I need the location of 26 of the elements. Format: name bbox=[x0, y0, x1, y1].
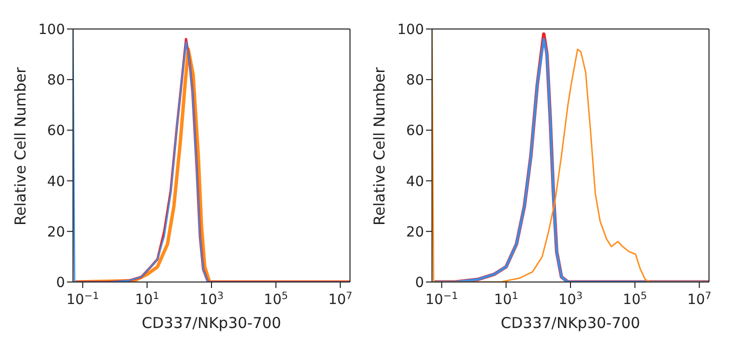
y-tick-label: 40 bbox=[406, 174, 424, 190]
x-tick-label: 10$^{5}$ bbox=[264, 290, 288, 308]
y-axis-title: Relative Cell Number bbox=[11, 66, 30, 226]
x-tick-label: 10$^{−1}$ bbox=[425, 290, 458, 308]
y-tick-label: 80 bbox=[47, 72, 65, 89]
x-tick-label: 10$^{1}$ bbox=[134, 290, 160, 308]
x-tick-label: 10$^{−1}$ bbox=[66, 290, 99, 308]
x-axis-title: CD337/NKp30-700 bbox=[500, 314, 640, 332]
y-tick-label: 100 bbox=[38, 22, 65, 38]
y-tick-label: 60 bbox=[47, 123, 65, 140]
y-tick-label: 20 bbox=[47, 224, 65, 240]
y-tick-label: 20 bbox=[406, 224, 424, 240]
x-tick-label: 10$^{7}$ bbox=[328, 290, 352, 308]
y-tick-label: 60 bbox=[406, 123, 424, 140]
y-axis-title: Relative Cell Number bbox=[370, 66, 388, 226]
y-tick-label: 80 bbox=[406, 72, 424, 89]
y-tick-label: 100 bbox=[397, 22, 424, 38]
y-tick-label: 0 bbox=[415, 274, 424, 291]
x-axis-title: CD337/NKp30-700 bbox=[142, 314, 282, 332]
y-tick-label: 0 bbox=[56, 274, 65, 291]
y-tick-label: 40 bbox=[47, 174, 65, 190]
x-tick-label: 10$^{3}$ bbox=[199, 290, 224, 308]
x-tick-label: 10$^{7}$ bbox=[687, 290, 712, 308]
x-tick-label: 10$^{5}$ bbox=[622, 290, 648, 308]
x-tick-label: 10$^{3}$ bbox=[558, 290, 583, 308]
x-tick-label: 10$^{1}$ bbox=[494, 290, 518, 308]
